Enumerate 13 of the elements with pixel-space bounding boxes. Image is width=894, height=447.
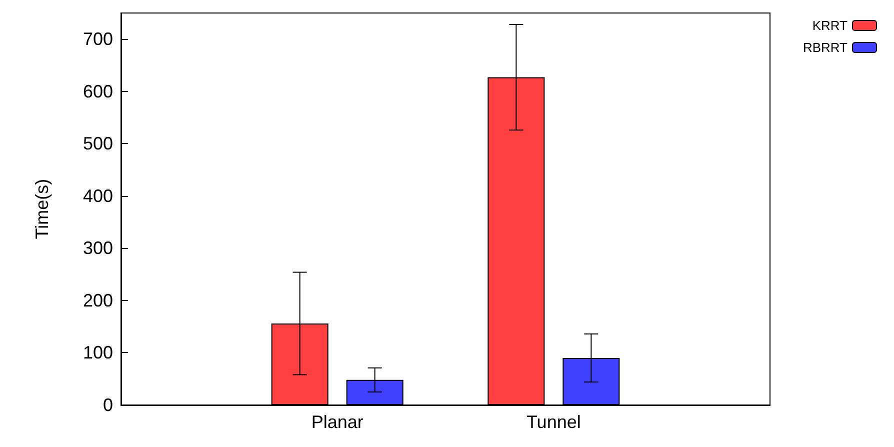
y-tick-label: 100 (82, 342, 113, 363)
y-tick-label: 600 (82, 81, 113, 102)
y-tick-label: 700 (82, 29, 113, 50)
y-tick-label: 500 (82, 134, 113, 154)
y-tick-label: 300 (82, 238, 113, 258)
y-tick-label: 400 (82, 186, 113, 206)
x-tick-label: Planar (311, 412, 364, 432)
legend-label: KRRT (812, 18, 848, 33)
y-tick-label: 0 (102, 395, 113, 415)
legend-label: RBRRT (802, 40, 848, 55)
x-tick-label: Tunnel (526, 412, 581, 432)
y-tick-label: 200 (82, 290, 113, 310)
y-axis-title: Time(s) (32, 178, 52, 240)
